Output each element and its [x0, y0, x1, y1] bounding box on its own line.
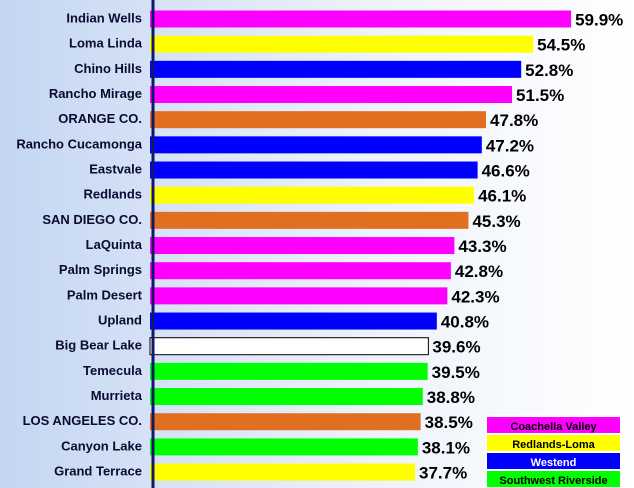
category-label: Redlands	[83, 187, 142, 202]
value-label: 52.8%	[525, 61, 573, 80]
value-label: 42.8%	[455, 262, 503, 281]
bar	[150, 262, 451, 280]
category-label: Canyon Lake	[61, 438, 142, 453]
category-label: Upland	[98, 312, 142, 327]
bar	[150, 287, 448, 305]
legend-swatch	[487, 417, 620, 433]
value-label: 40.8%	[441, 313, 489, 332]
bar	[150, 463, 416, 481]
value-label: 47.2%	[486, 136, 534, 155]
bar	[150, 86, 513, 104]
value-label: 39.6%	[432, 338, 480, 357]
category-label: Chino Hills	[74, 61, 142, 76]
bar	[150, 211, 469, 229]
bar	[150, 312, 437, 330]
legend-label: Westend	[531, 457, 577, 469]
value-label: 43.3%	[458, 237, 506, 256]
category-label: ORANGE CO.	[58, 111, 142, 126]
bar	[150, 186, 475, 204]
value-label: 38.8%	[427, 388, 475, 407]
legend-swatch	[487, 471, 620, 487]
value-label: 37.7%	[419, 464, 467, 483]
value-label: 47.8%	[490, 111, 538, 130]
bar	[150, 136, 482, 154]
category-label: Rancho Cucamonga	[16, 136, 142, 151]
bar	[150, 161, 478, 179]
legend-label: Southwest Riverside	[499, 475, 607, 487]
category-label: Temecula	[83, 363, 143, 378]
value-label: 54.5%	[537, 36, 585, 55]
bar	[150, 388, 423, 406]
category-label: Indian Wells	[66, 10, 142, 25]
bar	[150, 60, 522, 78]
category-label: LaQuinta	[86, 237, 143, 252]
value-label: 39.5%	[432, 363, 480, 382]
value-label: 38.5%	[425, 413, 473, 432]
bar	[150, 111, 487, 129]
value-label: 51.5%	[516, 86, 564, 105]
legend-label: Redlands-Loma	[512, 439, 595, 451]
bar	[150, 35, 534, 53]
legend-swatch	[487, 453, 620, 469]
category-label: Eastvale	[89, 161, 142, 176]
value-label: 42.3%	[451, 287, 499, 306]
category-label: Big Bear Lake	[55, 338, 142, 353]
bar	[150, 10, 572, 28]
bar	[150, 413, 421, 431]
value-label: 46.6%	[482, 162, 530, 181]
category-label: Palm Desert	[67, 287, 143, 302]
value-label: 38.1%	[422, 438, 470, 457]
category-label: Palm Springs	[59, 262, 142, 277]
category-label: Rancho Mirage	[49, 86, 142, 101]
bar	[150, 362, 428, 380]
category-label: Murrieta	[91, 388, 143, 403]
value-label: 46.1%	[478, 187, 526, 206]
bar	[150, 237, 455, 255]
category-label: LOS ANGELES CO.	[23, 413, 142, 428]
legend-label: Coachella Valley	[510, 421, 597, 433]
legend-swatch	[487, 435, 620, 451]
category-label: Grand Terrace	[54, 463, 142, 478]
value-label: 45.3%	[472, 212, 520, 231]
value-label: 59.9%	[575, 10, 623, 29]
bar	[149, 337, 429, 356]
category-label: Loma Linda	[69, 36, 143, 51]
category-label: SAN DIEGO CO.	[42, 212, 142, 227]
bar	[150, 438, 418, 456]
